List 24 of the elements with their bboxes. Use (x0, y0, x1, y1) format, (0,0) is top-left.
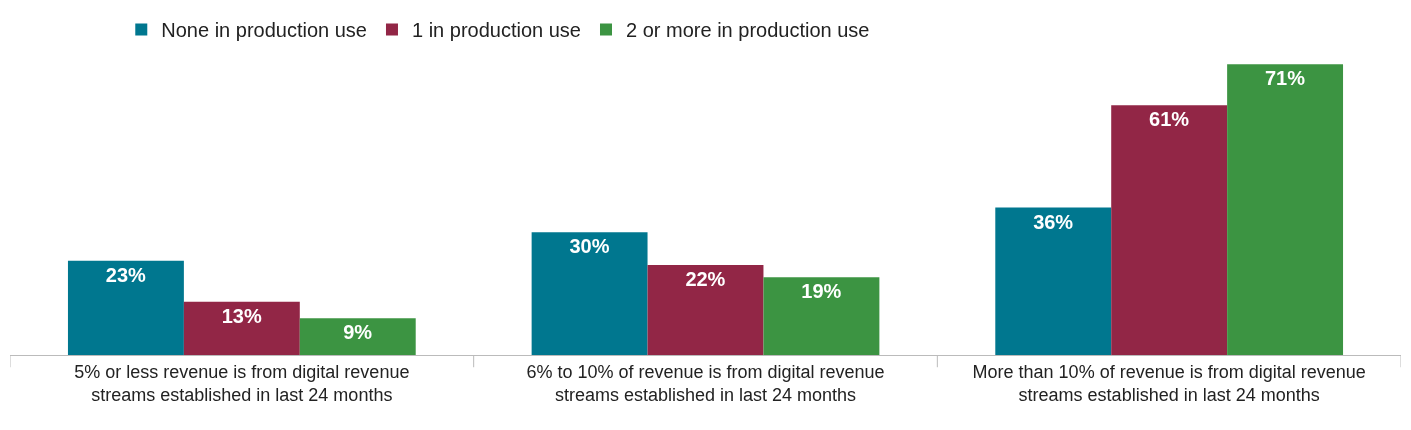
legend-label: None in production use (161, 19, 367, 42)
data-label: 23% (105, 263, 147, 286)
data-label: 36% (1033, 210, 1074, 233)
x-tick-label: More than 10% of revenue is from digital revenue streams established in last 24 months (972, 361, 1366, 405)
bar (1227, 64, 1344, 355)
bar (763, 277, 880, 355)
data-label: 22% (685, 267, 726, 290)
legend-label: 2 or more in production use (626, 19, 870, 42)
data-label: 30% (569, 235, 610, 258)
bar (299, 318, 416, 355)
data-label: 71% (1264, 67, 1306, 90)
bar (67, 260, 184, 355)
bar (531, 232, 648, 355)
x-tick-label: 6% to 10% of revenue is from digital revenue streams established in last 24 months (526, 361, 885, 405)
data-label: 9% (343, 321, 373, 344)
data-label: 19% (801, 280, 842, 303)
bar (647, 264, 764, 355)
data-label: 13% (221, 304, 262, 327)
bar (183, 301, 300, 355)
legend-label: 1 in production use (411, 19, 581, 42)
bar (1111, 105, 1228, 355)
bar (995, 207, 1112, 355)
data-label: 61% (1149, 108, 1190, 131)
x-tick-label: 5% or less revenue is from digital revenue streams established in last 24 months (74, 361, 410, 405)
